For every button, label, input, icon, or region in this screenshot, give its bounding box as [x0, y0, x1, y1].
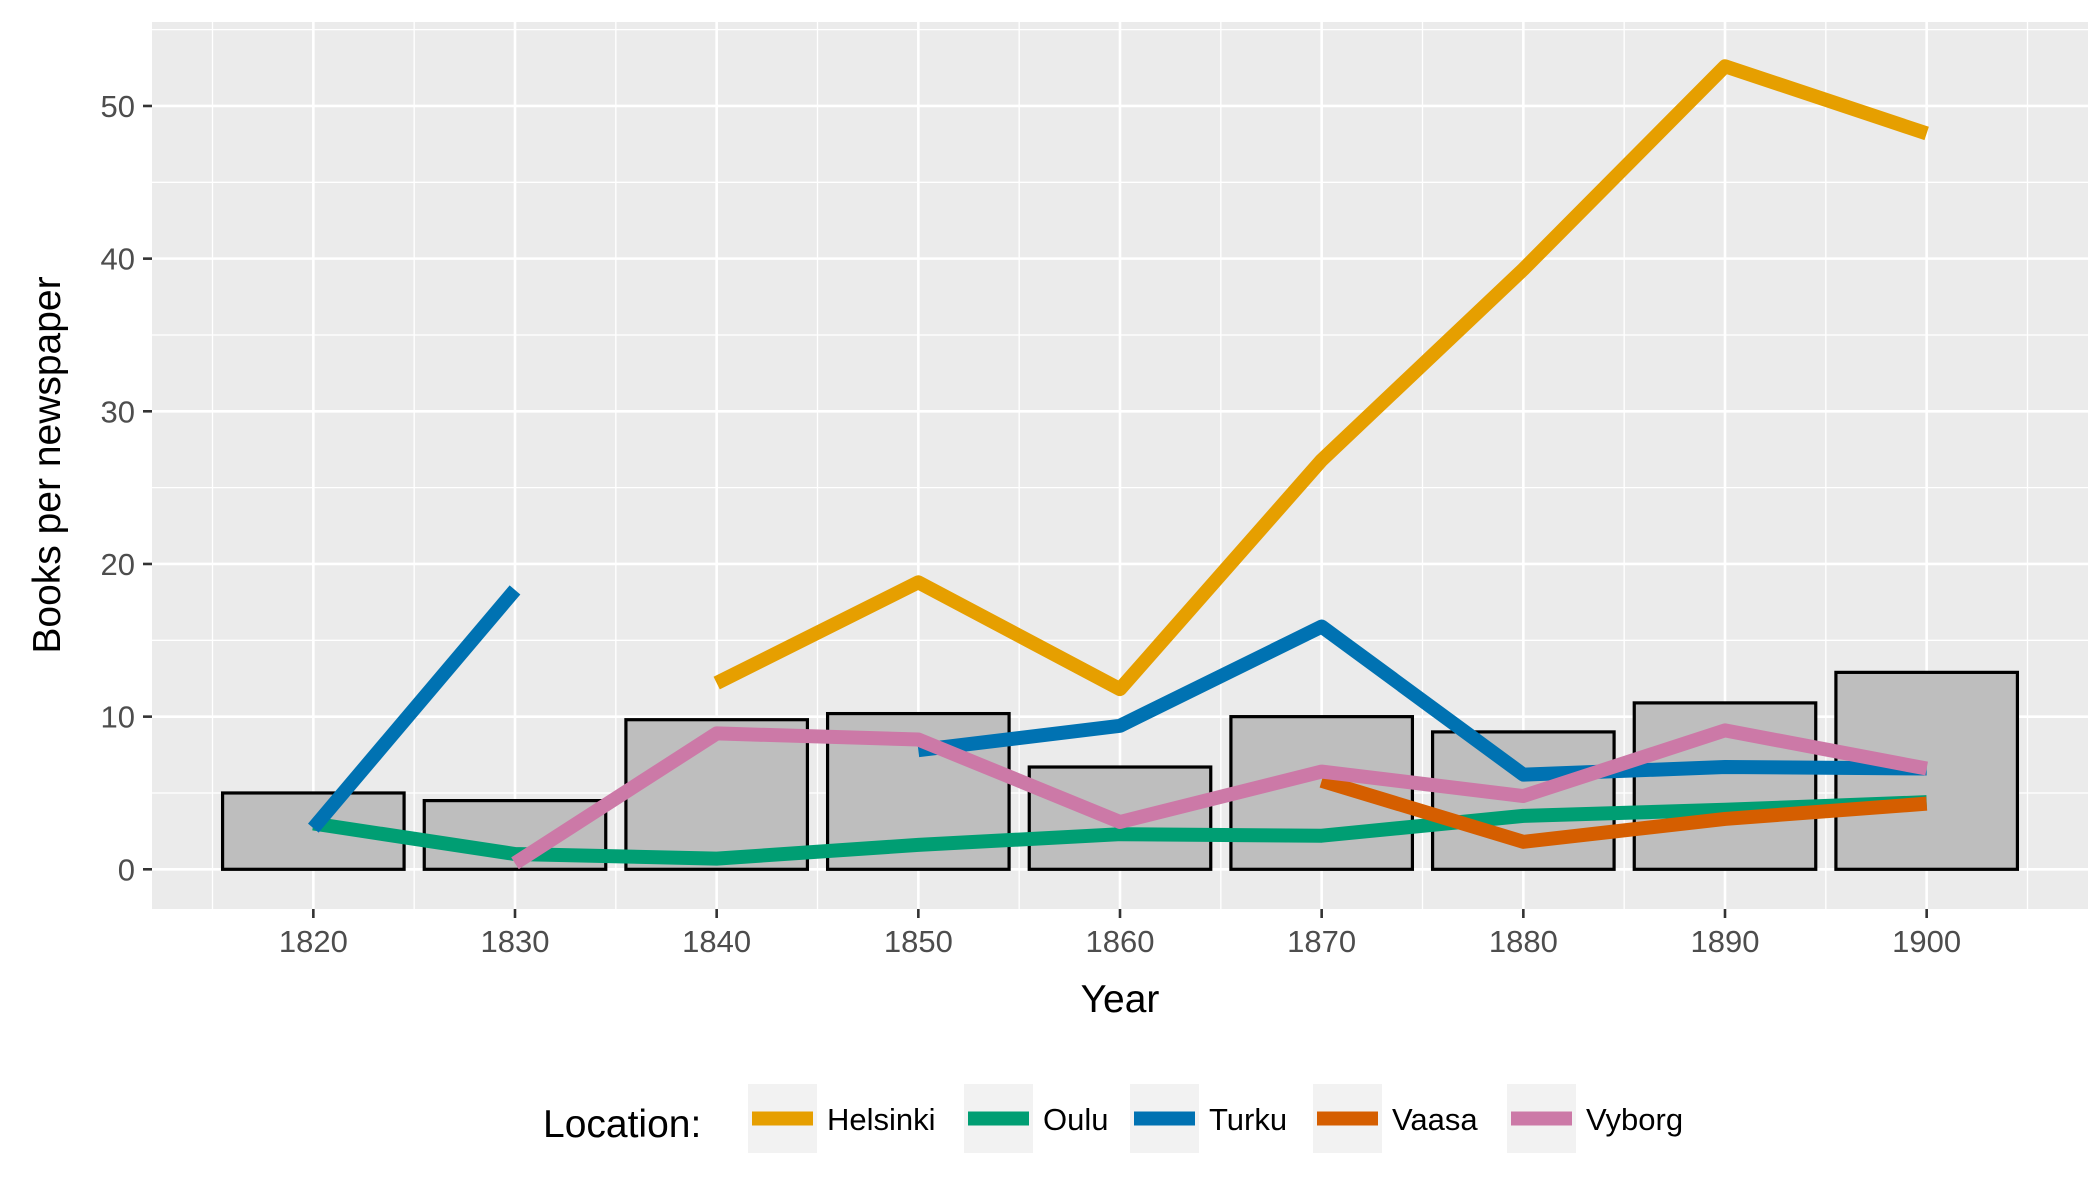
x-tick-label: 1830: [481, 924, 550, 959]
legend-label-oulu: Oulu: [1043, 1102, 1108, 1137]
y-tick-label: 40: [101, 242, 135, 277]
series-line-vyborg: [511, 723, 1928, 870]
legend-label-vaasa: Vaasa: [1392, 1102, 1478, 1137]
legend-key-helsinki: [748, 1084, 817, 1153]
y-tick-label: 10: [101, 700, 135, 735]
y-tick-label: 20: [101, 547, 135, 582]
x-tick-label: 1860: [1086, 924, 1155, 959]
series-line-turku: [917, 619, 1927, 782]
legend-label-turku: Turku: [1209, 1102, 1287, 1137]
y-axis-title: Books per newspaper: [26, 276, 69, 653]
y-tick-label: 30: [101, 394, 135, 429]
series-line-helsinki: [713, 59, 1929, 697]
legend-key-vaasa: [1313, 1084, 1382, 1153]
y-tick-label: 50: [101, 89, 135, 124]
series-line-turku: [307, 585, 521, 833]
legend-label-helsinki: Helsinki: [827, 1102, 936, 1137]
x-tick-label: 1880: [1489, 924, 1558, 959]
series-line-oulu: [312, 795, 1927, 866]
x-tick-label: 1850: [884, 924, 953, 959]
y-axis: 0 10 20 30 40 50: [101, 89, 152, 887]
legend-title: Location:: [543, 1103, 701, 1146]
x-tick-label: 1820: [279, 924, 348, 959]
x-tick-label: 1900: [1892, 924, 1961, 959]
legend-label-vyborg: Vyborg: [1586, 1102, 1683, 1137]
x-axis: 1820 1830 1840 1850 1860 1870 1880 1890 1900: [279, 909, 1961, 959]
y-tick-label: 0: [118, 852, 135, 887]
bar-1840: [624, 718, 810, 871]
lines-layer: [307, 59, 1929, 870]
legend-key-turku: [1130, 1084, 1199, 1153]
x-tick-label: 1870: [1287, 924, 1356, 959]
legend-key-oulu: [964, 1084, 1033, 1153]
legend-key-vyborg: [1507, 1084, 1576, 1153]
x-axis-title: Year: [1081, 978, 1160, 1021]
x-tick-label: 1890: [1691, 924, 1760, 959]
x-tick-label: 1840: [682, 924, 751, 959]
legend: Location: Helsinki Oulu Turku Vaasa Vyborg: [543, 1084, 1683, 1153]
series-line-vaasa: [1319, 774, 1928, 849]
